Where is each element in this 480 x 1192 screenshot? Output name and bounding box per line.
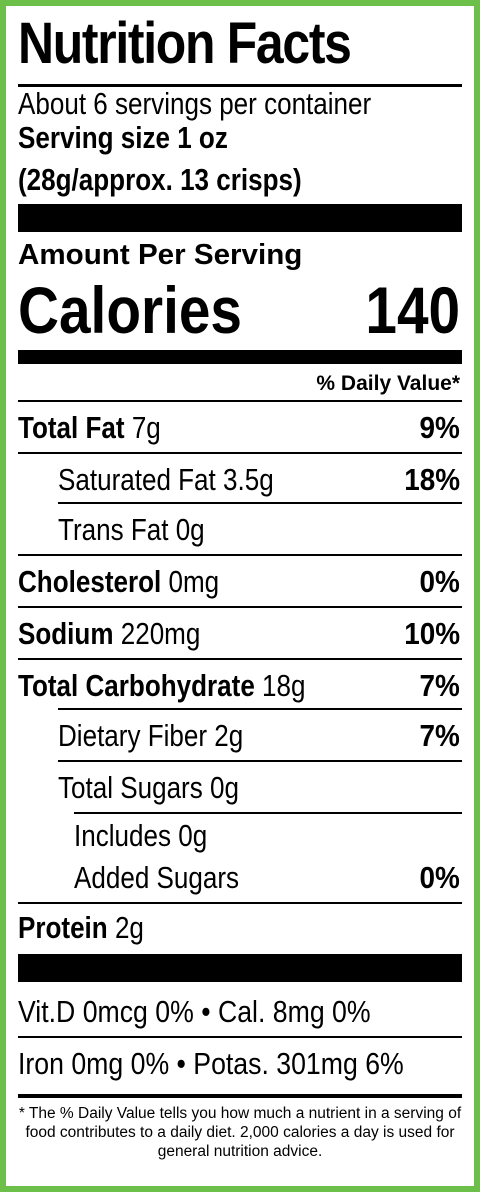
serving-size-line1: Serving size 1 oz bbox=[18, 120, 228, 155]
divider bbox=[18, 554, 462, 556]
nutrient-name: Sodium bbox=[18, 616, 114, 651]
amount-per-serving: Amount Per Serving bbox=[18, 239, 303, 271]
calories-value: 140 bbox=[365, 273, 460, 347]
divider bbox=[58, 708, 462, 710]
vitamins-row-2: Iron 0mg 0% • Potas. 301mg 6% bbox=[18, 1046, 404, 1081]
nutrient-row-cholesterol: Cholesterol 0mg bbox=[18, 564, 219, 600]
added-sugars-line1: Includes 0g bbox=[74, 818, 208, 853]
nutrient-dv: 18% bbox=[404, 462, 460, 497]
nutrient-dv: 10% bbox=[404, 616, 460, 651]
title-divider bbox=[18, 84, 462, 87]
nutrient-amount: 0g bbox=[175, 512, 205, 547]
nutrient-name: Dietary Fiber bbox=[58, 718, 208, 753]
divider bbox=[18, 452, 462, 454]
nutrient-row-trans-fat: Trans Fat 0g bbox=[58, 512, 205, 548]
divider bbox=[18, 658, 462, 660]
nutrient-amount: 3.5g bbox=[223, 462, 274, 497]
nutrient-row-saturated-fat: Saturated Fat 3.5g bbox=[58, 462, 274, 498]
nutrient-row-sodium: Sodium 220mg bbox=[18, 616, 200, 652]
nutrient-row-total-carbohydrate: Total Carbohydrate 18g bbox=[18, 668, 306, 704]
nutrient-dv: 7% bbox=[419, 718, 460, 753]
divider bbox=[74, 812, 462, 814]
nutrient-row-protein: Protein 2g bbox=[18, 910, 144, 946]
nutrient-row-total-fat: Total Fat 7g bbox=[18, 410, 161, 446]
added-sugars-line2: Added Sugars bbox=[74, 860, 240, 895]
footnote-divider bbox=[18, 1094, 462, 1098]
nutrient-name: Trans Fat bbox=[58, 512, 169, 547]
divider bbox=[18, 606, 462, 608]
nutrient-amount: 7g bbox=[131, 410, 161, 445]
divider bbox=[58, 502, 462, 504]
nutrient-amount: 220mg bbox=[120, 616, 201, 651]
nutrient-dv: 0% bbox=[419, 860, 460, 895]
divider bbox=[18, 902, 462, 904]
nutrient-name: Total Carbohydrate bbox=[18, 668, 255, 703]
nutrient-row-dietary-fiber: Dietary Fiber 2g bbox=[58, 718, 243, 754]
thick-bar-calories bbox=[18, 350, 462, 364]
nutrient-amount: 0g bbox=[210, 770, 239, 805]
nutrient-dv: 9% bbox=[419, 410, 460, 445]
nutrient-name: Total Sugars bbox=[58, 770, 203, 805]
daily-value-header: % Daily Value* bbox=[316, 372, 460, 395]
nutrient-row-total-sugars: Total Sugars 0g bbox=[58, 770, 239, 806]
divider bbox=[18, 1036, 462, 1038]
nutrient-dv: 7% bbox=[419, 668, 460, 703]
calories-label: Calories bbox=[18, 273, 243, 347]
divider bbox=[58, 760, 462, 762]
servings-per-container: About 6 servings per container bbox=[18, 86, 372, 121]
nutrient-dv: 0% bbox=[419, 564, 460, 599]
footnote: * The % Daily Value tells you how much a… bbox=[18, 1105, 462, 1160]
nutrient-name: Cholesterol bbox=[18, 564, 162, 599]
nutrient-name: Total Fat bbox=[18, 410, 125, 445]
serving-size-line2: (28g/approx. 13 crisps) bbox=[18, 162, 302, 197]
nutrient-name: Saturated Fat bbox=[58, 462, 216, 497]
nutrient-amount: 2g bbox=[214, 718, 244, 753]
vitamins-row-1: Vit.D 0mcg 0% • Cal. 8mg 0% bbox=[18, 994, 371, 1029]
nutrient-amount: 2g bbox=[114, 910, 144, 945]
thick-bar-top bbox=[18, 204, 462, 232]
thick-bar-bottom bbox=[18, 954, 462, 982]
divider bbox=[18, 400, 462, 402]
nutrient-name: Protein bbox=[18, 910, 108, 945]
nutrient-amount: 18g bbox=[262, 668, 306, 703]
nutrient-amount: 0mg bbox=[168, 564, 220, 599]
nutrition-facts-panel: Nutrition Facts About 6 servings per con… bbox=[6, 6, 474, 1186]
label-title: Nutrition Facts bbox=[18, 11, 352, 76]
